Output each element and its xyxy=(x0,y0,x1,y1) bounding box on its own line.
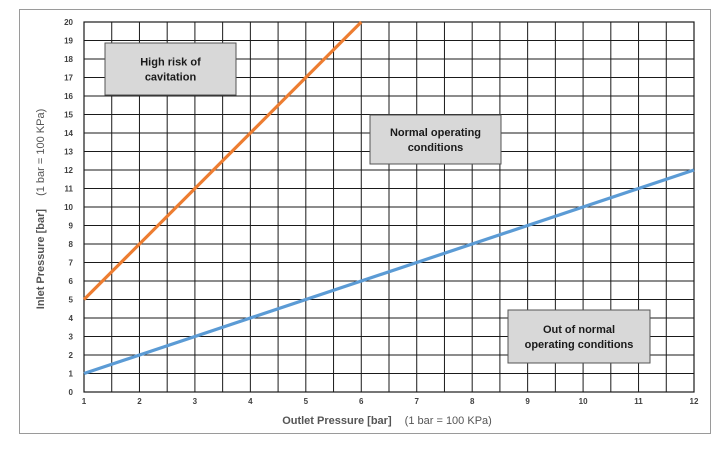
y-tick-label: 6 xyxy=(69,277,74,286)
y-tick-label: 0 xyxy=(69,388,74,397)
x-tick-label: 9 xyxy=(525,397,530,406)
x-tick-label: 3 xyxy=(193,397,198,406)
y-tick-label: 1 xyxy=(69,370,74,379)
y-tick-label: 10 xyxy=(64,203,73,212)
annotation-box-3: Out of normal operating conditions xyxy=(507,309,651,364)
x-tick-label: 2 xyxy=(137,397,142,406)
y-tick-label: 16 xyxy=(64,92,73,101)
annotation-text: High risk of xyxy=(140,57,201,69)
annotation-text: cavitation xyxy=(145,72,197,84)
y-tick-label: 13 xyxy=(64,148,73,157)
y-axis-label: Inlet Pressure [bar] xyxy=(35,209,47,310)
annotation-box-1: High risk of cavitation xyxy=(104,42,237,96)
y-tick-label: 14 xyxy=(64,129,73,138)
annotations: High risk of cavitation Normal operating co… xyxy=(104,42,651,364)
y-tick-label: 5 xyxy=(69,296,74,305)
x-tick-label: 7 xyxy=(415,397,420,406)
annotation-text: Out of normal xyxy=(543,324,615,336)
x-axis-label: Outlet Pressure [bar] xyxy=(282,415,392,427)
y-tick-label: 20 xyxy=(64,18,73,27)
y-tick-label: 4 xyxy=(69,314,74,323)
x-tick-label: 8 xyxy=(470,397,475,406)
y-tick-label: 18 xyxy=(64,55,73,64)
y-tick-label: 8 xyxy=(69,240,74,249)
series-line-2 xyxy=(83,168,695,376)
x-tick-label: 11 xyxy=(634,397,643,406)
x-axis-title: Outlet Pressure [bar] (1 bar = 100 KPa) xyxy=(282,415,492,427)
plot-area-border xyxy=(83,21,695,393)
y-axis-label-note: (1 bar = 100 KPa) xyxy=(35,109,47,196)
y-tick-label: 11 xyxy=(65,185,74,194)
x-tick-label: 12 xyxy=(690,397,699,406)
x-axis-label-note: (1 bar = 100 KPa) xyxy=(405,415,492,427)
y-tick-label: 7 xyxy=(69,259,74,268)
y-tick-label: 3 xyxy=(69,333,74,342)
annotation-background xyxy=(369,114,502,165)
y-tick-label: 15 xyxy=(64,111,73,120)
y-axis-title: Inlet Pressure [bar] (1 bar = 100 KPa) xyxy=(35,109,47,309)
annotation-text: Normal operating xyxy=(390,127,481,139)
y-tick-label: 9 xyxy=(69,222,74,231)
x-tick-label: 5 xyxy=(304,397,309,406)
series-line-1 xyxy=(82,20,363,301)
annotation-text: conditions xyxy=(408,142,464,154)
annotation-box-2: Normal operating conditions xyxy=(369,114,502,165)
x-tick-label: 6 xyxy=(359,397,364,406)
annotation-text: operating conditions xyxy=(525,339,634,351)
y-tick-label: 19 xyxy=(64,37,73,46)
x-tick-label: 4 xyxy=(248,397,253,406)
x-tick-label: 1 xyxy=(82,397,87,406)
y-tick-label: 17 xyxy=(64,74,73,83)
annotation-background xyxy=(507,309,651,364)
y-tick-label: 2 xyxy=(69,351,74,360)
x-tick-labels: 1 2 3 4 5 6 7 8 9 10 11 12 xyxy=(82,397,699,406)
series-lines xyxy=(82,20,695,376)
annotation-background xyxy=(104,42,237,96)
y-tick-label: 12 xyxy=(64,166,73,175)
x-tick-label: 10 xyxy=(579,397,588,406)
